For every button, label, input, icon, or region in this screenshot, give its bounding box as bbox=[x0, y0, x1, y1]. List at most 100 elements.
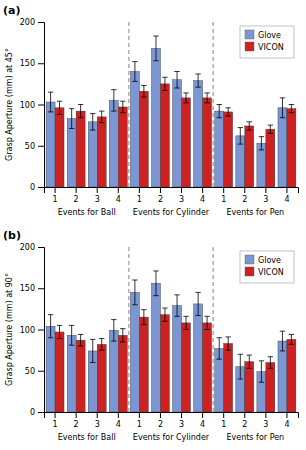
error-bar bbox=[247, 122, 252, 130]
error-bar bbox=[162, 308, 167, 321]
error-bar bbox=[78, 334, 83, 346]
bar bbox=[139, 317, 148, 412]
y-axis-title: Grasp Aperture (mm) at 90° bbox=[5, 273, 14, 386]
x-tick: 1 bbox=[221, 412, 226, 429]
bar bbox=[130, 72, 139, 188]
y-tick-mark bbox=[38, 371, 44, 372]
chart-svg: 050100150200123412341234Events for BallE… bbox=[0, 0, 306, 450]
y-tick: 100 bbox=[20, 101, 44, 110]
bar bbox=[224, 344, 233, 412]
x-tick-mark bbox=[55, 187, 56, 193]
x-tick-mark bbox=[244, 412, 245, 418]
error-bar bbox=[132, 280, 137, 305]
group-separator bbox=[213, 22, 214, 187]
x-tick-mark bbox=[97, 187, 98, 193]
error-bar bbox=[289, 334, 294, 344]
x-tick: 3 bbox=[179, 412, 184, 429]
error-bar bbox=[289, 105, 294, 113]
group-separator bbox=[128, 22, 129, 187]
error-bar bbox=[174, 295, 179, 316]
y-tick: 200 bbox=[20, 18, 44, 27]
x-tick-mark bbox=[76, 412, 77, 418]
group-label: Events for Ball bbox=[58, 208, 116, 217]
x-tick: 3 bbox=[263, 412, 268, 429]
x-tick: 1 bbox=[137, 187, 142, 204]
bar bbox=[245, 362, 254, 412]
series bbox=[46, 36, 287, 187]
x-tick: 4 bbox=[284, 412, 289, 429]
x-tick: 2 bbox=[242, 187, 247, 204]
x-axis-line bbox=[45, 188, 299, 194]
bar bbox=[287, 339, 296, 412]
y-tick: 150 bbox=[20, 59, 44, 68]
y-tick: 50 bbox=[25, 367, 44, 376]
error-bar bbox=[120, 329, 125, 342]
x-tick-label: 3 bbox=[179, 420, 184, 429]
x-tick-mark bbox=[265, 187, 266, 193]
x-tick-label: 2 bbox=[242, 195, 247, 204]
error-bar bbox=[247, 355, 252, 368]
y-tick-mark bbox=[38, 412, 44, 413]
plot-marks bbox=[46, 271, 296, 412]
bar bbox=[109, 330, 118, 412]
x-tick-mark bbox=[139, 187, 140, 193]
group-separators bbox=[129, 247, 213, 412]
series bbox=[55, 308, 296, 412]
error-bar bbox=[48, 315, 53, 338]
series bbox=[55, 77, 296, 187]
y-tick-label: 0 bbox=[30, 408, 35, 417]
x-tick: 2 bbox=[158, 412, 163, 429]
x-tick-label: 3 bbox=[95, 420, 100, 429]
panel: 050100150200123412341234Events for BallE… bbox=[3, 229, 299, 442]
y-tick: 150 bbox=[20, 284, 44, 293]
x-tick: 4 bbox=[116, 412, 121, 429]
bar bbox=[118, 335, 127, 412]
error-bar bbox=[259, 361, 264, 382]
bar bbox=[245, 126, 254, 187]
legend-box bbox=[240, 251, 294, 283]
y-tick: 50 bbox=[25, 142, 44, 151]
bar bbox=[55, 332, 64, 412]
error-bar bbox=[99, 111, 104, 123]
legend-label: VICON bbox=[258, 268, 284, 277]
error-bar bbox=[238, 128, 243, 145]
y-tick-label: 150 bbox=[20, 59, 35, 68]
y-tick-label: 150 bbox=[20, 284, 35, 293]
x-tick-label: 4 bbox=[200, 420, 205, 429]
x-tick-label: 3 bbox=[179, 195, 184, 204]
y-axis: 050100150200 bbox=[20, 18, 45, 192]
y-axis-line bbox=[38, 248, 45, 413]
error-bar bbox=[183, 93, 188, 103]
bar bbox=[130, 292, 139, 412]
x-axis: 123412341234 bbox=[45, 412, 299, 429]
error-bar bbox=[90, 339, 95, 362]
legend: Glove VICON bbox=[240, 251, 294, 283]
x-tick-mark bbox=[202, 412, 203, 418]
x-tick: 2 bbox=[158, 187, 163, 204]
bar bbox=[278, 108, 287, 187]
x-tick-mark bbox=[244, 187, 245, 193]
error-bar bbox=[174, 72, 179, 89]
x-tick-label: 4 bbox=[200, 195, 205, 204]
legend-item: Glove bbox=[245, 255, 281, 265]
x-tick-mark bbox=[286, 187, 287, 193]
bar bbox=[194, 81, 203, 187]
x-tick: 1 bbox=[53, 412, 58, 429]
legend-label: Glove bbox=[258, 256, 281, 265]
bar bbox=[160, 84, 169, 187]
x-tick-mark bbox=[160, 187, 161, 193]
x-tick: 3 bbox=[179, 187, 184, 204]
error-bar bbox=[141, 86, 146, 98]
bar bbox=[182, 98, 191, 187]
error-bar bbox=[57, 101, 62, 114]
error-bar bbox=[69, 109, 74, 129]
x-tick-mark bbox=[118, 187, 119, 193]
bar bbox=[173, 306, 182, 412]
x-tick-label: 2 bbox=[158, 420, 163, 429]
x-tick-label: 4 bbox=[284, 420, 289, 429]
legend-item: VICON bbox=[245, 267, 284, 277]
y-tick-label: 50 bbox=[25, 367, 35, 376]
error-bar bbox=[48, 92, 53, 112]
y-tick-mark bbox=[38, 247, 44, 248]
legend-item: VICON bbox=[245, 42, 284, 52]
